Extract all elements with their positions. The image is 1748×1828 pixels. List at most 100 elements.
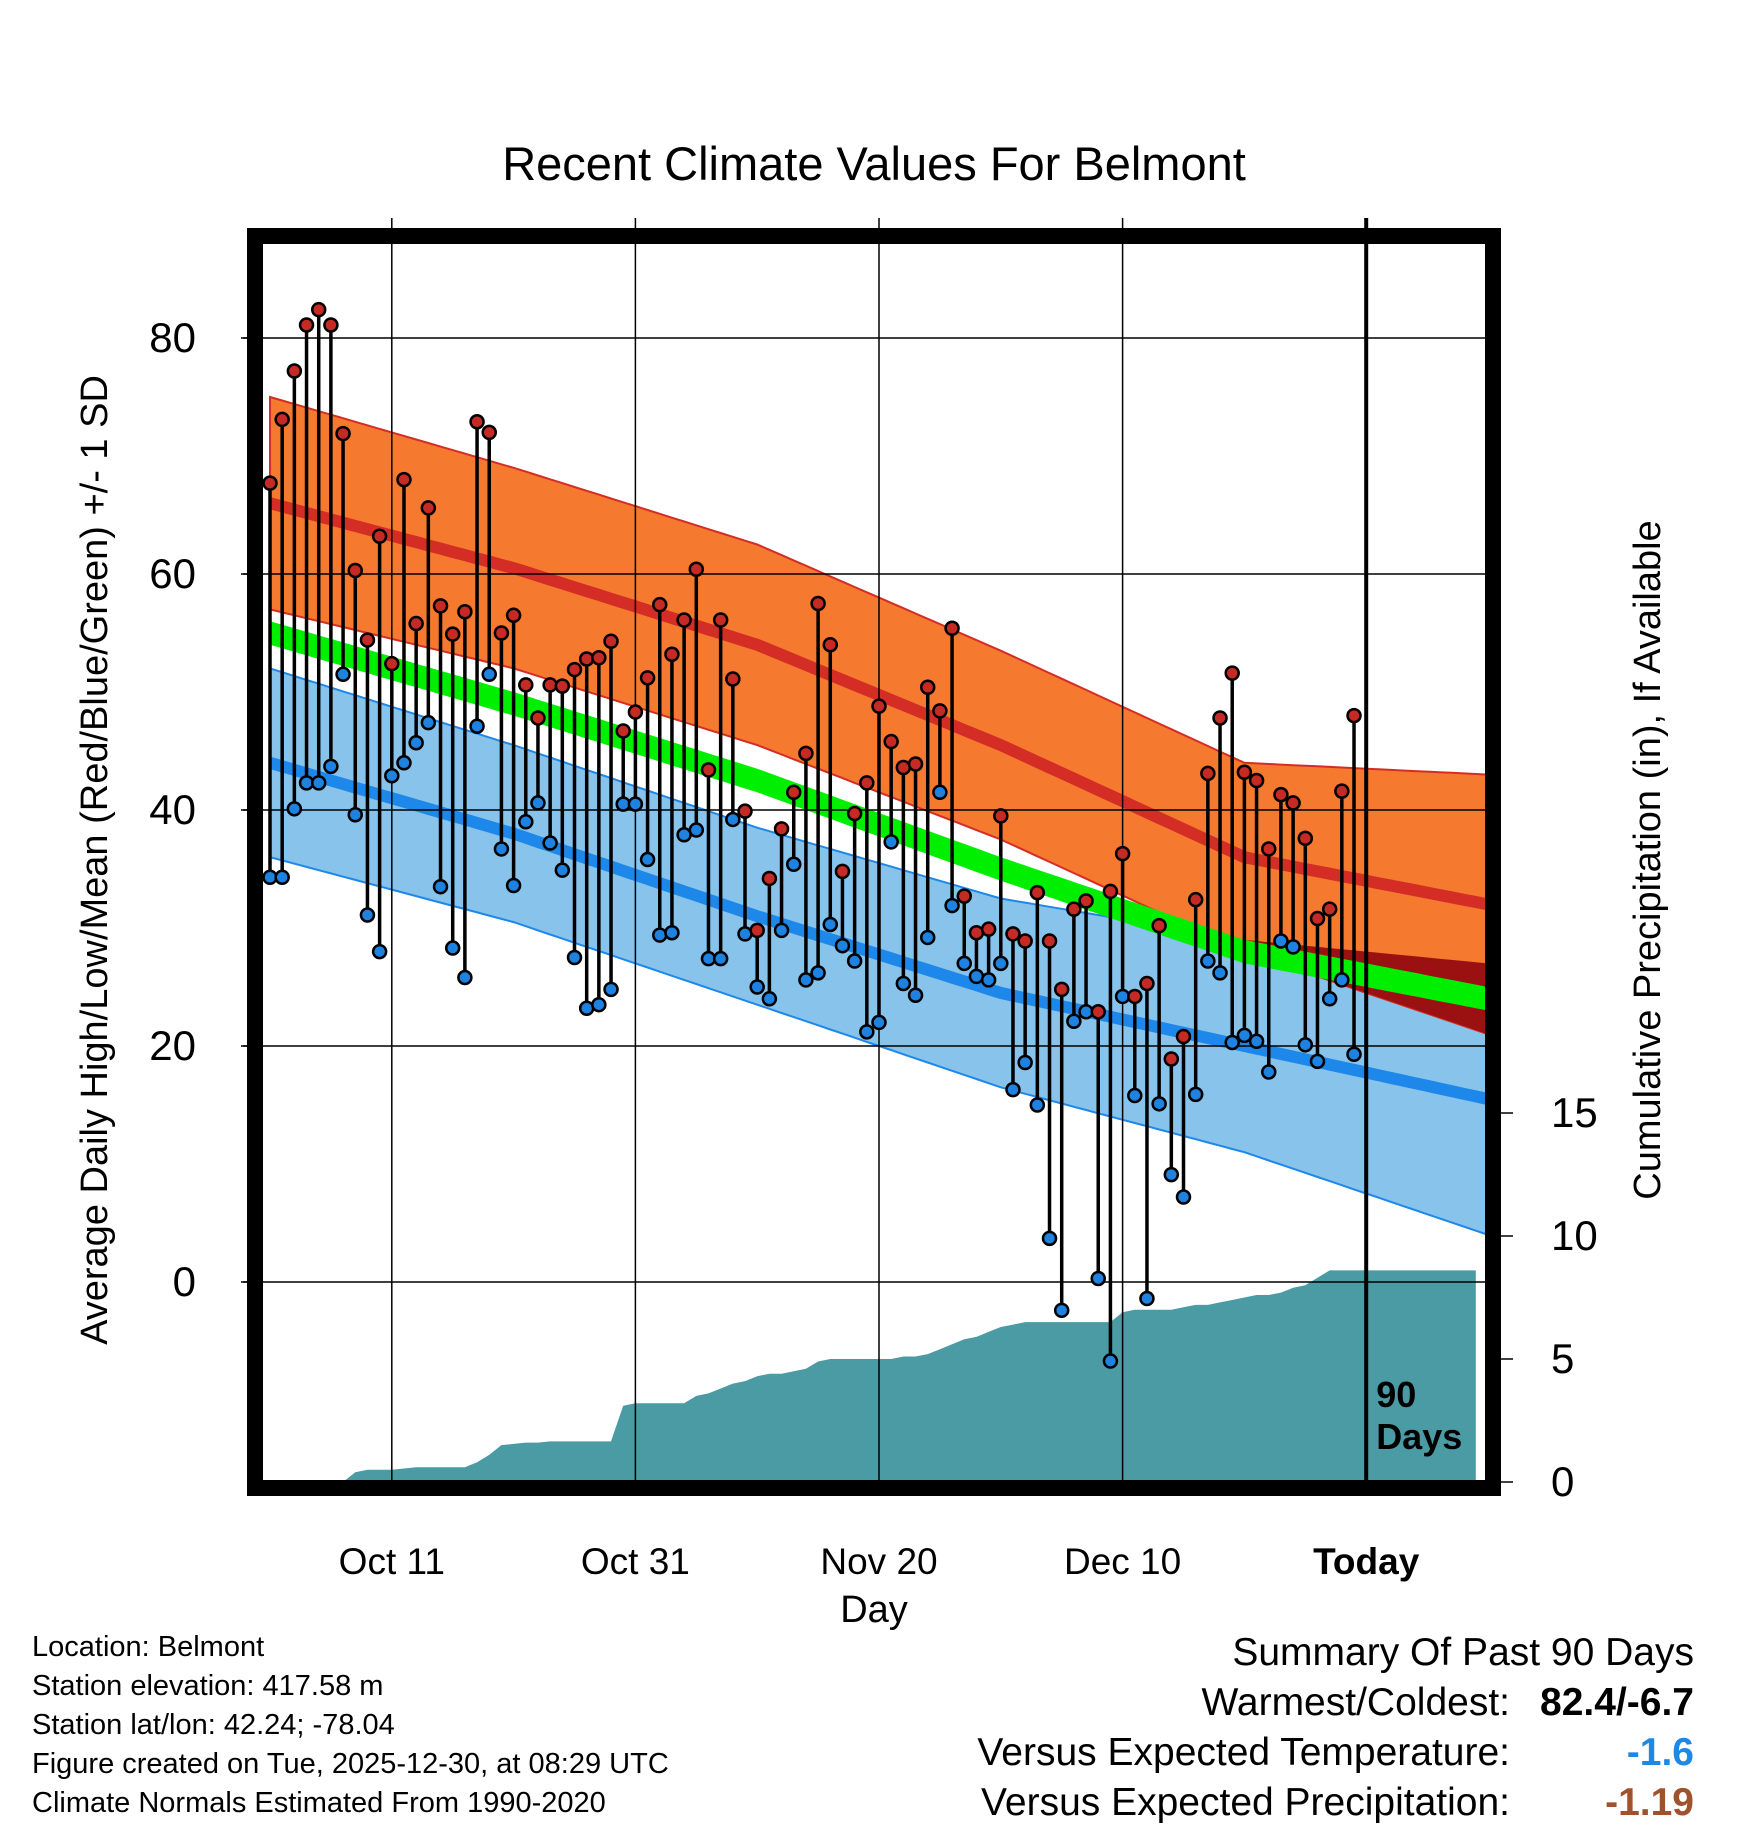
- summary-warmest-row: Warmest/Coldest: 82.4/-6.7: [977, 1678, 1694, 1728]
- daily-high-point: [1321, 901, 1338, 917]
- daily-high-point: [1078, 893, 1094, 909]
- daily-low-point: [761, 991, 778, 1007]
- daily-high-point: [1017, 933, 1033, 949]
- daily-high-point: [1066, 901, 1082, 917]
- daily-low-point: [639, 851, 656, 868]
- x-tick-label: Dec 10: [1064, 1541, 1181, 1582]
- daily-low-point: [444, 940, 461, 956]
- y-right-tick-label: 0: [1551, 1458, 1574, 1505]
- daily-high-point: [871, 698, 887, 714]
- daily-low-point: [810, 965, 826, 981]
- y-left-tick-label: 60: [149, 550, 196, 597]
- daily-high-point: [1175, 1028, 1192, 1045]
- daily-low-point: [883, 834, 899, 850]
- daily-low-point: [1285, 939, 1301, 955]
- daily-high-point: [993, 808, 1009, 824]
- daily-low-point: [1041, 1230, 1058, 1247]
- daily-high-point: [1029, 884, 1046, 901]
- daily-high-point: [396, 471, 412, 488]
- info-latlon: Station lat/lon: 42.24; -78.04: [32, 1709, 395, 1741]
- daily-low-point: [1297, 1037, 1314, 1053]
- daily-low-point: [347, 806, 364, 823]
- daily-high-point: [493, 625, 510, 641]
- y-right-tick-label: 15: [1551, 1089, 1598, 1136]
- daily-high-point: [1102, 883, 1119, 900]
- daily-high-point: [432, 598, 449, 614]
- daily-low-point: [371, 943, 388, 960]
- daily-high-point: [1261, 841, 1277, 857]
- daily-low-point: [1212, 965, 1228, 981]
- daily-high-point: [505, 607, 522, 624]
- daily-low-point: [554, 862, 571, 878]
- daily-high-point: [810, 595, 826, 612]
- daily-high-point: [591, 650, 607, 666]
- daily-high-point: [1151, 917, 1167, 934]
- daily-low-point: [712, 950, 729, 967]
- daily-low-point: [1053, 1302, 1070, 1319]
- daily-high-point: [1114, 845, 1131, 862]
- daily-low-point: [384, 768, 400, 784]
- daily-low-point: [1139, 1290, 1155, 1307]
- today-days-label: Days: [1376, 1416, 1462, 1457]
- daily-high-point: [1053, 981, 1070, 998]
- daily-high-point: [834, 863, 851, 880]
- daily-high-point: [420, 500, 437, 516]
- daily-high-point: [907, 756, 924, 772]
- y-left-tick-label: 80: [149, 314, 196, 361]
- daily-low-point: [591, 996, 607, 1013]
- daily-high-point: [310, 301, 327, 318]
- daily-low-point: [834, 937, 851, 954]
- daily-high-point: [1187, 891, 1204, 908]
- daily-high-point: [286, 363, 303, 379]
- daily-low-point: [956, 955, 973, 972]
- daily-low-point: [469, 718, 485, 734]
- summary-precip-label: Versus Expected Precipitation:: [981, 1781, 1510, 1824]
- y-axis-right-label: Cumulative Precipitation (in), If Availa…: [1627, 520, 1669, 1199]
- daily-low-point: [286, 801, 303, 817]
- info-created: Figure created on Tue, 2025-12-30, at 08…: [32, 1748, 669, 1780]
- daily-high-point: [749, 922, 765, 939]
- gridlines: [243, 218, 1485, 1490]
- x-tick-label: Oct 31: [581, 1541, 690, 1582]
- daily-high-point: [798, 745, 814, 762]
- summary-warmest-value: 82.4/-6.7: [1540, 1681, 1694, 1724]
- daily-high-point: [1334, 783, 1350, 799]
- daily-low-point: [335, 666, 351, 683]
- daily-low-point: [1334, 972, 1350, 988]
- daily-low-point: [1175, 1189, 1192, 1205]
- daily-high-point: [1163, 1051, 1180, 1067]
- daily-high-point: [457, 604, 473, 620]
- daily-low-point: [274, 869, 290, 886]
- daily-low-point: [907, 987, 924, 1004]
- daily-high-point: [1212, 710, 1228, 726]
- daily-low-point: [1066, 1013, 1082, 1029]
- daily-low-point: [408, 734, 424, 751]
- daily-high-point: [932, 703, 948, 719]
- daily-low-point: [1127, 1087, 1143, 1104]
- daily-high-point: [615, 723, 631, 739]
- daily-high-point: [335, 425, 351, 442]
- daily-high-point: [712, 612, 729, 628]
- daily-low-point: [980, 972, 997, 988]
- y-left-tick-label: 0: [173, 1258, 196, 1305]
- daily-low-point: [1224, 1034, 1240, 1051]
- daily-high-point: [1273, 786, 1289, 803]
- y-left-tick-label: 20: [149, 1022, 196, 1069]
- daily-high-point: [554, 678, 571, 694]
- x-tick-label: Oct 11: [339, 1541, 445, 1582]
- daily-low-point: [749, 979, 765, 995]
- station-info: Location: Belmont Station elevation: 417…: [32, 1628, 669, 1823]
- x-tick-label: Nov 20: [820, 1541, 937, 1582]
- daily-high-point: [408, 615, 424, 632]
- daily-high-point: [1224, 665, 1240, 681]
- daily-low-point: [993, 955, 1009, 972]
- daily-high-point: [785, 784, 802, 801]
- daily-high-point: [1309, 910, 1326, 927]
- daily-low-point: [652, 927, 668, 943]
- daily-low-point: [493, 841, 510, 857]
- daily-high-point: [919, 679, 936, 696]
- daily-low-point: [1309, 1053, 1326, 1070]
- daily-low-point: [1163, 1166, 1180, 1183]
- daily-high-point: [1236, 764, 1253, 780]
- plot-frame: [247, 228, 1501, 1496]
